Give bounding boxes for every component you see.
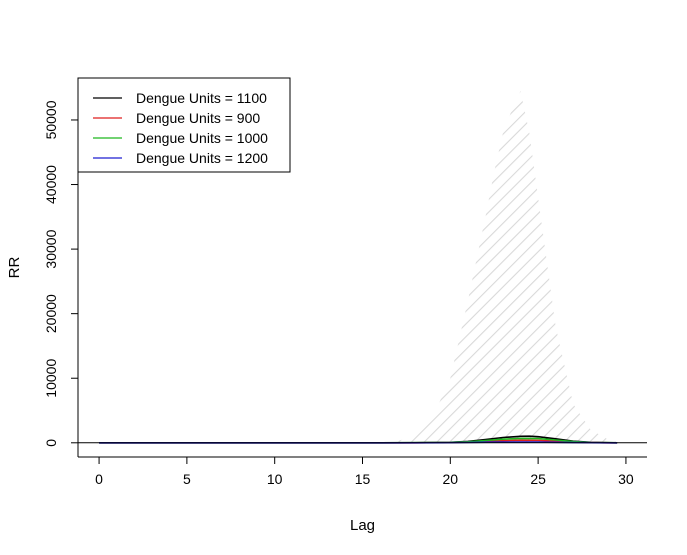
legend-label: Dengue Units = 1200 bbox=[136, 150, 268, 166]
y-tick-label: 0 bbox=[43, 439, 59, 447]
legend-label: Dengue Units = 1000 bbox=[136, 130, 268, 146]
x-tick-label: 5 bbox=[183, 471, 191, 487]
legend: Dengue Units = 1100 Dengue Units = 900 Den… bbox=[77, 77, 291, 173]
y-tick-label: 10000 bbox=[43, 359, 59, 398]
y-tick-label: 30000 bbox=[43, 229, 59, 268]
axes-layer: 0 5 10 15 20 25 30 0 10000 20000 30000 40000 50000 bbox=[43, 78, 647, 487]
y-tick-label: 50000 bbox=[43, 100, 59, 139]
confidence-band bbox=[99, 90, 618, 443]
y-tick-label: 20000 bbox=[43, 294, 59, 333]
y-tick-label: 40000 bbox=[43, 165, 59, 204]
x-axis-title: Lag bbox=[350, 517, 375, 534]
x-tick-label: 20 bbox=[443, 471, 459, 487]
x-tick-label: 25 bbox=[530, 471, 546, 487]
y-axis-title: RR bbox=[6, 257, 23, 279]
x-tick-label: 15 bbox=[355, 471, 371, 487]
x-tick-label: 30 bbox=[618, 471, 634, 487]
legend-label: Dengue Units = 1100 bbox=[136, 90, 267, 106]
x-tick-label: 0 bbox=[95, 471, 103, 487]
series-layer bbox=[99, 435, 618, 444]
x-tick-label: 10 bbox=[267, 471, 283, 487]
confidence-band-layer bbox=[99, 90, 618, 443]
legend-label: Dengue Units = 900 bbox=[136, 110, 260, 126]
legend-box bbox=[77, 77, 291, 173]
